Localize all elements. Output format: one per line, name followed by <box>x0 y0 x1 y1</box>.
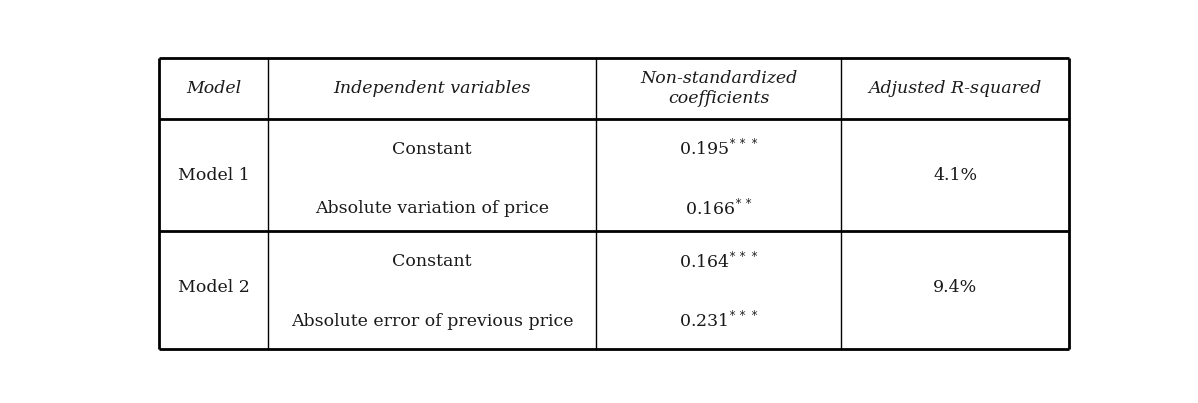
Text: Absolute variation of price: Absolute variation of price <box>315 200 549 217</box>
Text: Absolute error of previous price: Absolute error of previous price <box>291 313 574 330</box>
Text: 0.231$^{\mathtt{***}}$: 0.231$^{\mathtt{***}}$ <box>679 311 758 331</box>
Text: Constant: Constant <box>392 253 472 270</box>
Text: Constant: Constant <box>392 141 472 158</box>
Text: 0.164$^{\mathtt{***}}$: 0.164$^{\mathtt{***}}$ <box>679 251 758 272</box>
Text: Non-standardized
coefficients: Non-standardized coefficients <box>640 70 797 107</box>
Text: Independent variables: Independent variables <box>333 80 531 97</box>
Text: 0.195$^{\mathtt{***}}$: 0.195$^{\mathtt{***}}$ <box>679 139 758 159</box>
Text: Model: Model <box>186 80 241 97</box>
Text: Adjusted R-squared: Adjusted R-squared <box>869 80 1042 97</box>
Text: Model 2: Model 2 <box>177 279 249 296</box>
Text: Model 1: Model 1 <box>177 166 249 184</box>
Text: 9.4%: 9.4% <box>933 279 978 296</box>
Text: 0.166$^{\mathtt{**}}$: 0.166$^{\mathtt{**}}$ <box>685 199 752 219</box>
Text: 4.1%: 4.1% <box>933 166 978 184</box>
